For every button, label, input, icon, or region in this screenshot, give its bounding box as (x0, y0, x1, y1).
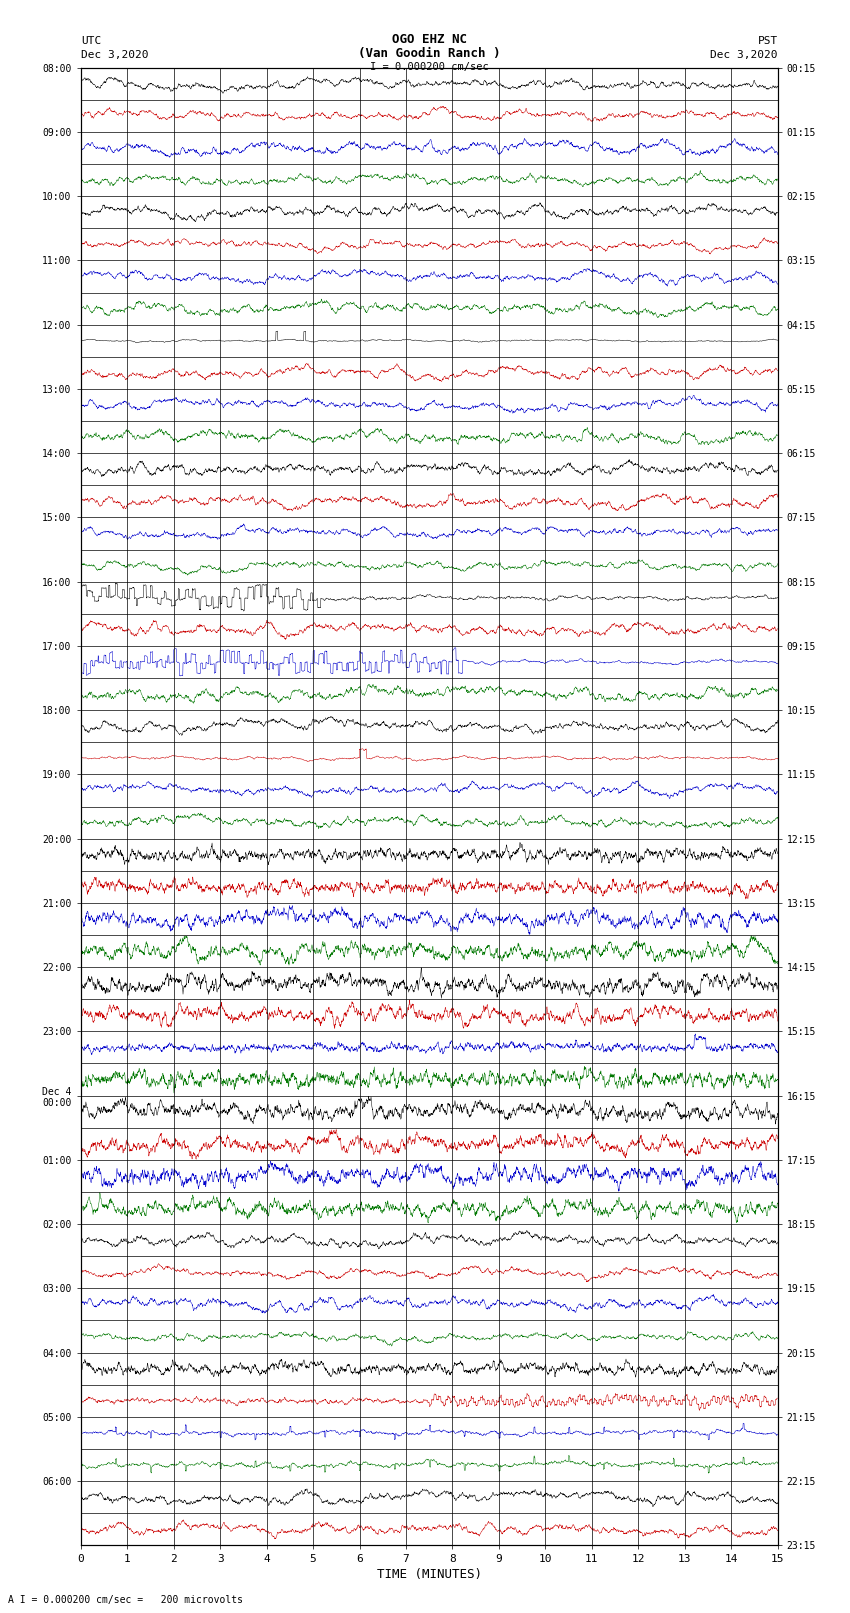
Text: I = 0.000200 cm/sec: I = 0.000200 cm/sec (370, 61, 489, 71)
Text: UTC: UTC (81, 35, 101, 45)
Text: (Van Goodin Ranch ): (Van Goodin Ranch ) (358, 47, 501, 60)
Text: OGO EHZ NC: OGO EHZ NC (392, 32, 467, 45)
Text: PST: PST (757, 35, 778, 45)
Text: Dec 3,2020: Dec 3,2020 (81, 50, 148, 60)
X-axis label: TIME (MINUTES): TIME (MINUTES) (377, 1568, 482, 1581)
Text: Dec 3,2020: Dec 3,2020 (711, 50, 778, 60)
Text: A I = 0.000200 cm/sec =   200 microvolts: A I = 0.000200 cm/sec = 200 microvolts (8, 1595, 243, 1605)
